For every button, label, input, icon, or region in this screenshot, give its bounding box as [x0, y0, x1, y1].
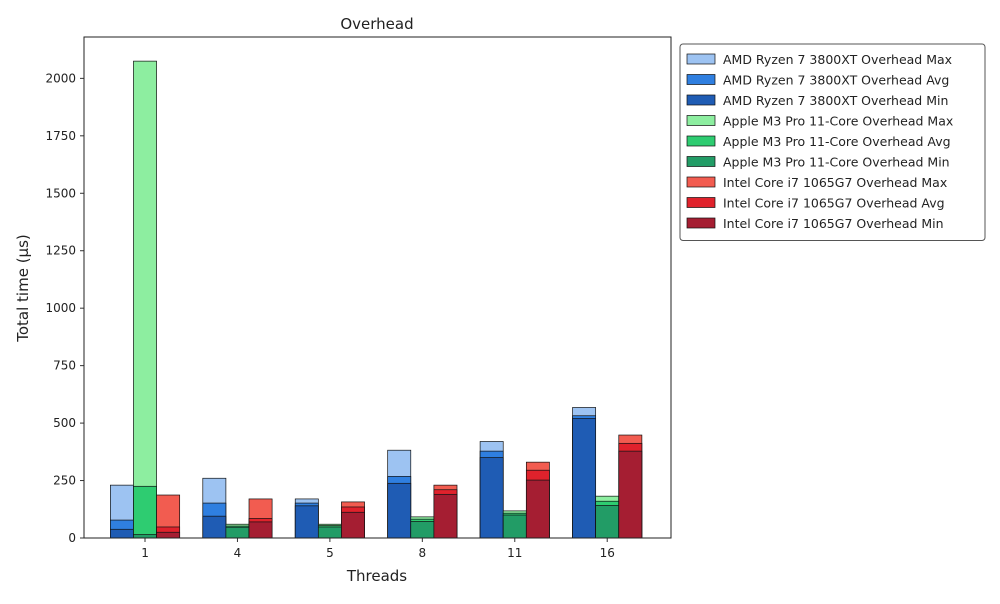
x-axis-label: Threads: [346, 567, 407, 585]
bar: [341, 511, 365, 539]
x-tick-label: 16: [600, 546, 615, 560]
bar: [479, 457, 504, 539]
bar: [133, 60, 157, 539]
bar: [133, 485, 157, 539]
legend-swatch: [686, 197, 716, 208]
x-tick-label: 11: [507, 546, 522, 560]
y-tick-label: 1000: [45, 301, 76, 315]
bar: [133, 534, 157, 539]
y-tick-label: 250: [53, 474, 76, 488]
legend-label: Intel Core i7 1065G7 Overhead Max: [723, 175, 947, 190]
y-axis-label: Total time (µs): [14, 234, 32, 343]
bar: [225, 526, 250, 539]
bar: [595, 505, 620, 539]
bar: [572, 418, 597, 539]
bars-layer: [109, 60, 643, 539]
x-tick-label: 4: [234, 546, 242, 560]
legend-label: Intel Core i7 1065G7 Overhead Min: [723, 216, 944, 231]
legend-swatch: [686, 115, 716, 126]
bar: [387, 482, 412, 539]
bar: [317, 526, 342, 539]
y-tick-label: 1500: [45, 186, 76, 200]
bar: [433, 493, 458, 539]
bar: [109, 528, 134, 539]
x-tick-label: 8: [419, 546, 427, 560]
legend-label: AMD Ryzen 7 3800XT Overhead Max: [723, 52, 952, 67]
legend-label: AMD Ryzen 7 3800XT Overhead Avg: [723, 73, 949, 88]
plot-frame: [83, 36, 672, 539]
legend-swatch: [686, 53, 716, 65]
legend-swatch: [686, 156, 716, 167]
bar: [202, 515, 227, 539]
y-tick-label: 500: [53, 416, 76, 430]
x-tick-label: 1: [141, 546, 149, 560]
legend-swatch: [686, 94, 716, 106]
legend: AMD Ryzen 7 3800XT Overhead Max AMD Ryzen…: [679, 43, 986, 241]
bar: [410, 521, 435, 539]
legend-swatch: [686, 217, 716, 229]
legend-label: Intel Core i7 1065G7 Overhead Avg: [723, 196, 945, 211]
y-tick-label: 0: [68, 531, 76, 545]
legend-box: [679, 43, 986, 241]
y-tick-label: 1750: [45, 129, 76, 143]
x-tick-label: 5: [326, 546, 334, 560]
legend-label: AMD Ryzen 7 3800XT Overhead Min: [723, 93, 948, 108]
legend-swatch: [686, 176, 716, 188]
y-tick-label: 2000: [45, 71, 76, 85]
y-tick-label: 750: [53, 359, 76, 373]
axes-layer: 1 4 5 8 11 16 0 250 500 750 1000 1250 1500 1750 2000: [45, 36, 672, 560]
bar: [156, 531, 181, 539]
bar: [525, 479, 550, 539]
bar: [618, 450, 643, 539]
y-tick-label: 1250: [45, 244, 76, 258]
bar: [502, 514, 527, 539]
legend-swatch: [686, 74, 716, 85]
legend-label: Apple M3 Pro 11-Core Overhead Avg: [723, 134, 951, 149]
legend-swatch: [686, 135, 716, 147]
chart-title: Overhead: [340, 15, 413, 33]
legend-label: Apple M3 Pro 11-Core Overhead Min: [723, 155, 950, 170]
legend-label: Apple M3 Pro 11-Core Overhead Max: [723, 114, 953, 129]
bar: [294, 505, 319, 539]
bar: [248, 521, 273, 539]
